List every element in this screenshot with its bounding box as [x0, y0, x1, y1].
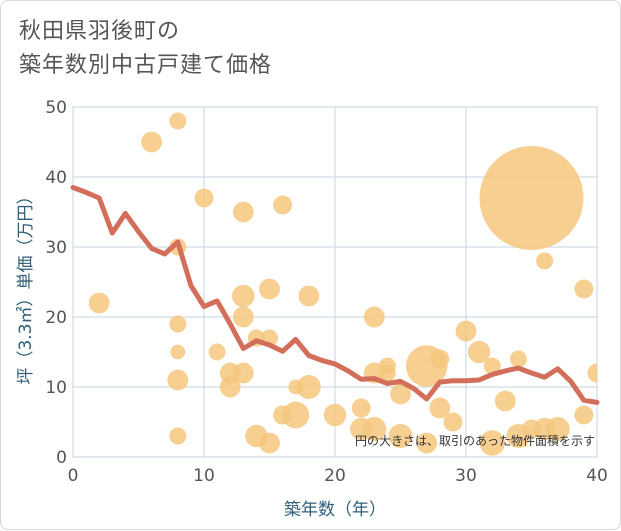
y-tick-label: 40: [45, 168, 67, 188]
bubble-point: [232, 362, 254, 384]
bubble-point: [574, 279, 594, 299]
y-tick-label: 20: [45, 308, 67, 328]
bubble-point: [467, 340, 491, 364]
bubble-point: [363, 306, 385, 328]
bubble-point: [416, 432, 438, 454]
bubble-point: [479, 430, 505, 456]
bubble-point: [194, 188, 214, 208]
bubble-point: [208, 343, 226, 361]
bubble-point: [141, 131, 162, 153]
bubble-point: [443, 412, 463, 432]
average-price-line: [70, 185, 600, 405]
y-tick-label: 30: [45, 238, 67, 258]
bubble-point: [170, 344, 186, 360]
bubble-point: [455, 320, 477, 342]
bubble-point: [388, 424, 413, 448]
title-line-1: 秋田県羽後町の: [19, 19, 181, 44]
y-axis-label: 坪（3.3㎡）単価（万円）: [16, 187, 36, 384]
bubble-point: [232, 284, 255, 308]
bubble-point: [169, 427, 187, 445]
x-tick-label: 20: [324, 466, 346, 486]
bubble-point: [362, 417, 387, 441]
y-tick-labels: 0 10 20 30 40 50: [45, 98, 67, 468]
x-tick-label: 10: [193, 466, 215, 486]
bubble-point: [574, 405, 594, 425]
chart-title: 秋田県羽後町の 築年数別中古戸建て価格: [19, 15, 272, 83]
x-tick-labels: 0 10 20 30 40: [68, 466, 608, 486]
bubble-point: [536, 252, 554, 270]
bubble-point: [479, 146, 584, 250]
bubble-point: [430, 349, 450, 369]
bubble-point: [232, 201, 254, 223]
bubble-point: [282, 401, 310, 429]
bubble-point: [509, 350, 527, 368]
bubble-point: [273, 195, 293, 215]
y-tick-label: 10: [45, 378, 67, 398]
bubble-point: [232, 306, 254, 328]
bubble-point: [545, 417, 570, 441]
bubble-point: [429, 397, 451, 419]
bubble-point: [390, 383, 411, 405]
bubble-point: [298, 285, 320, 307]
x-tick-label: 0: [68, 466, 79, 486]
x-tick-label: 30: [455, 466, 477, 486]
bubble-point: [259, 432, 280, 454]
bubble-point: [587, 363, 597, 383]
x-axis-label: 築年数（年）: [284, 500, 386, 520]
bubble-point: [378, 364, 396, 382]
bubble-point: [259, 278, 280, 300]
bubble-point: [88, 292, 110, 314]
y-tick-label: 50: [45, 98, 67, 118]
bubble-point: [167, 369, 189, 391]
bubble-point: [169, 112, 187, 130]
x-tick-label: 40: [586, 466, 608, 486]
bubble-size-note: 円の大きさは、取引のあった物件面積を示す: [355, 433, 595, 448]
bubble-point: [169, 315, 187, 333]
bubble-point: [323, 403, 347, 427]
bubble-point: [483, 357, 501, 375]
y-tick-label: 0: [56, 448, 67, 468]
bubble-point: [351, 398, 371, 418]
title-line-2: 築年数別中古戸建て価格: [19, 53, 273, 78]
bubble-point: [296, 375, 321, 399]
bubble-point: [494, 390, 516, 412]
bubble-point: [219, 376, 241, 398]
